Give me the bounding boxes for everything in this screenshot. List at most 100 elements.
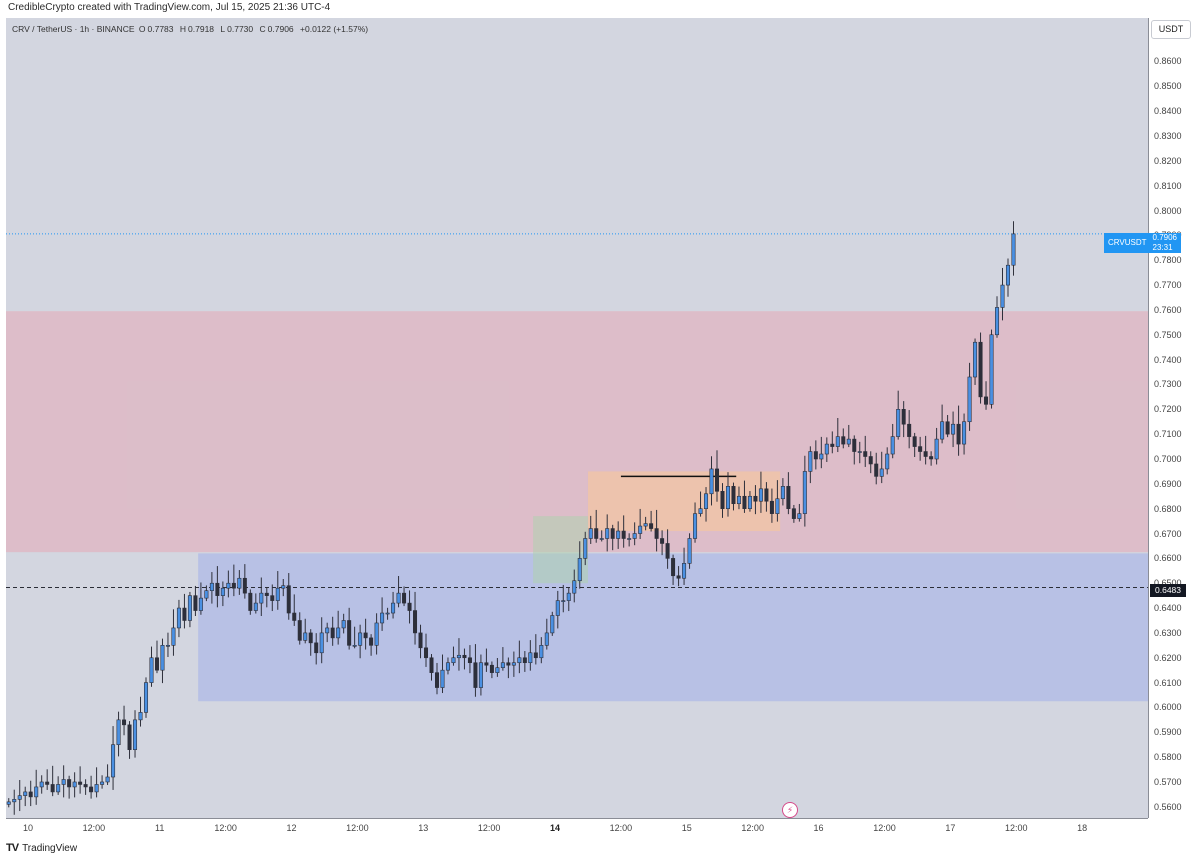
candle-body <box>308 632 313 644</box>
price-tick-label: 0.7400 <box>1154 354 1182 365</box>
candle-body <box>149 657 154 683</box>
candle-body <box>736 495 741 505</box>
candle-body <box>396 592 401 604</box>
candle-body <box>297 620 302 641</box>
price-tick-label: 0.6000 <box>1154 702 1182 713</box>
time-tick-label: 15 <box>681 823 692 833</box>
candle-body <box>237 577 242 589</box>
candle-body <box>462 654 467 659</box>
candle-body <box>863 451 868 457</box>
candle-body <box>605 528 610 539</box>
candle-body <box>374 622 379 646</box>
candle-body <box>28 791 33 798</box>
chart-plot-area[interactable] <box>6 18 1148 818</box>
candle-body <box>61 779 66 785</box>
candle-body <box>116 719 121 746</box>
current-price-label: CRVUSDT 0.7906 23:31 <box>1104 233 1181 253</box>
candle-body <box>896 409 901 437</box>
candle-body <box>418 632 423 649</box>
candle-body <box>583 538 588 559</box>
price-tick-label: 0.7800 <box>1154 255 1182 266</box>
price-tick-label: 0.6400 <box>1154 603 1182 614</box>
price-tick-label: 0.7300 <box>1154 379 1182 390</box>
candle-body <box>720 490 725 509</box>
candle-body <box>314 642 319 654</box>
candle-body <box>901 409 906 425</box>
price-tick-label: 0.7200 <box>1154 404 1182 415</box>
candle-body <box>517 657 522 664</box>
candle-body <box>572 580 577 594</box>
candle-body <box>45 781 50 785</box>
price-axis[interactable] <box>1148 18 1200 818</box>
candle-body <box>676 575 681 579</box>
candle-body <box>144 682 149 713</box>
price-tick-label: 0.6100 <box>1154 677 1182 688</box>
candle-body <box>769 500 774 514</box>
candle-body <box>555 600 560 616</box>
candle-body <box>456 654 461 659</box>
candle-body <box>879 468 884 477</box>
time-tick-label: 12:00 <box>741 823 764 833</box>
price-tick-label: 0.6600 <box>1154 553 1182 564</box>
candle-body <box>17 795 22 800</box>
time-tick-label: 17 <box>945 823 956 833</box>
price-tick-label: 0.5800 <box>1154 752 1182 763</box>
candle-body <box>242 577 247 594</box>
price-label-symbol: CRVUSDT <box>1108 238 1147 247</box>
candle-body <box>34 786 39 798</box>
candle-body <box>413 610 418 634</box>
candle-body <box>12 799 17 803</box>
candle-body <box>857 451 862 453</box>
candle-body <box>687 538 692 564</box>
candle-body <box>473 662 478 688</box>
candle-body <box>594 528 599 539</box>
candle-body <box>1005 264 1010 286</box>
candle-body <box>632 533 637 539</box>
time-tick-label: 12 <box>286 823 297 833</box>
candle-body <box>775 498 780 514</box>
candle-body <box>198 597 203 611</box>
candle-body <box>797 513 802 519</box>
symbol-name[interactable]: CRV / TetherUS · 1h · BINANCE <box>12 24 135 34</box>
candle-body <box>912 436 917 447</box>
time-tick-label: 12:00 <box>477 823 501 833</box>
ohlc-open: O 0.7783 <box>138 24 174 34</box>
candle-body <box>638 525 643 534</box>
candle-body <box>78 781 83 785</box>
candle-body <box>478 662 483 688</box>
candle-body <box>599 538 604 540</box>
candle-body <box>780 486 785 500</box>
candle-body <box>187 595 192 621</box>
candle-body <box>133 719 138 750</box>
candlestick-chart[interactable] <box>6 18 1148 818</box>
candle-body <box>275 587 280 601</box>
candle-body <box>193 595 198 611</box>
candle-body <box>319 632 324 654</box>
candle-body <box>544 632 549 646</box>
candle-body <box>352 645 357 647</box>
candle-body <box>1011 233 1016 266</box>
candle-body <box>890 436 895 455</box>
candle-body <box>973 341 978 378</box>
candle-body <box>122 719 127 726</box>
time-tick-label: 12:00 <box>82 823 106 833</box>
candle-body <box>138 712 143 721</box>
time-tick-label: 12:00 <box>214 823 237 833</box>
candle-body <box>753 495 758 502</box>
candle-body <box>522 657 527 664</box>
candle-body <box>978 341 983 398</box>
candle-body <box>907 423 912 437</box>
lightning-icon[interactable]: ⚡ <box>782 802 798 818</box>
candle-body <box>253 602 258 611</box>
time-tick-label: 18 <box>1077 823 1088 833</box>
time-tick-label: 11 <box>155 823 165 833</box>
candle-body <box>380 612 385 624</box>
currency-unit-button[interactable]: USDT <box>1151 20 1191 39</box>
candle-body <box>231 582 236 589</box>
price-tick-label: 0.8200 <box>1154 155 1182 166</box>
candle-body <box>671 558 676 577</box>
tradingview-logo: TV TradingView <box>6 842 77 854</box>
time-axis[interactable] <box>6 818 1148 839</box>
candle-body <box>83 784 88 788</box>
